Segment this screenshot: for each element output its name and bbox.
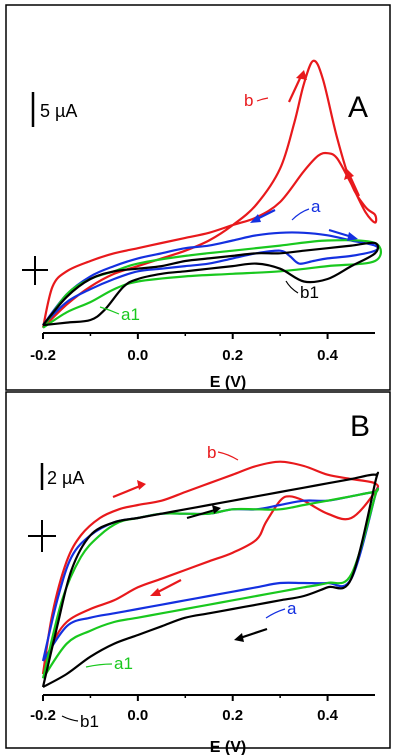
panel-b-leader-b (217, 451, 239, 461)
panel-a-label-a1: a1 (121, 305, 140, 324)
panel-a-leader-a1 (99, 306, 120, 315)
panel-a-arrow-red-up (288, 70, 307, 103)
panel-b-x-tick-label: 0.0 (127, 707, 148, 724)
panel-a-label-b: b (244, 91, 253, 110)
panel-b-x-tick-label: 0.4 (317, 707, 339, 724)
panel-b-curves (41, 460, 380, 688)
panel-b-label: B (350, 410, 370, 443)
panel-a-x-tick-label: 0.0 (127, 347, 148, 364)
panel-b-frame (5, 391, 391, 749)
panel-b-crosshair (28, 520, 56, 552)
panel-b-arrow-black-right (186, 505, 221, 520)
panel-a-leader-b1 (285, 280, 299, 294)
panel-a-leader-a (291, 208, 310, 221)
panel-b-label-a: a (287, 599, 297, 618)
panel-a-x-ticks: -0.2 0.0 0.2 0.4 (30, 333, 339, 364)
panel-b-leader-a1 (85, 663, 113, 668)
panel-b-arrow-red-left (150, 579, 182, 596)
panel-b: -0.2 0.0 0.2 0.4 2 µA B E (V) b a a1 b1 (5, 391, 391, 755)
panel-b-x-tick-label: 0.2 (222, 707, 243, 724)
panel-a-label-b1: b1 (300, 283, 319, 302)
panel-b-label-b1: b1 (80, 712, 99, 731)
panel-b-arrow-black-left (234, 627, 268, 642)
panel-b-label-a1: a1 (114, 654, 133, 673)
panel-a-arrow-blue-left (250, 209, 276, 223)
panel-a: -0.2 0.0 0.2 0.4 5 µA A E (V) b a a1 b1 (5, 4, 391, 391)
panel-b-series-b1 (41, 471, 380, 688)
panel-b-label-b: b (207, 443, 216, 462)
panel-a-leader-b (256, 97, 269, 102)
panel-a-crosshair (22, 256, 48, 285)
panel-a-series-a (42, 231, 380, 326)
panel-a-series-b (41, 59, 378, 329)
panel-a-x-tick-label: 0.2 (222, 347, 243, 364)
panel-b-x-ticks: -0.2 0.0 0.2 0.4 (30, 695, 339, 724)
panel-b-series-b (41, 460, 380, 675)
panel-b-leader-b1 (61, 715, 79, 722)
panel-a-x-tick-label: -0.2 (30, 347, 56, 364)
panel-a-frame (5, 4, 391, 391)
panel-b-leader-a (265, 608, 286, 619)
panel-a-label-a: a (311, 197, 321, 216)
panel-a-curves (41, 59, 383, 329)
panel-a-arrow-blue-right (328, 228, 358, 241)
panel-a-x-tick-label: 0.4 (317, 347, 339, 364)
panel-b-x-axis-label: E (V) (210, 739, 246, 755)
panel-a-x-axis-label: E (V) (210, 374, 246, 391)
panel-a-scale-label: 5 µA (40, 101, 77, 121)
panel-b-scale-label: 2 µA (47, 468, 84, 488)
panel-b-arrow-red-right (112, 480, 146, 499)
panel-b-x-tick-label: -0.2 (30, 707, 56, 724)
panel-b-series-a1 (41, 487, 380, 679)
panel-a-series-b1 (42, 241, 380, 327)
panel-a-arrow-red-down (344, 169, 361, 197)
panel-a-label: A (348, 91, 368, 124)
